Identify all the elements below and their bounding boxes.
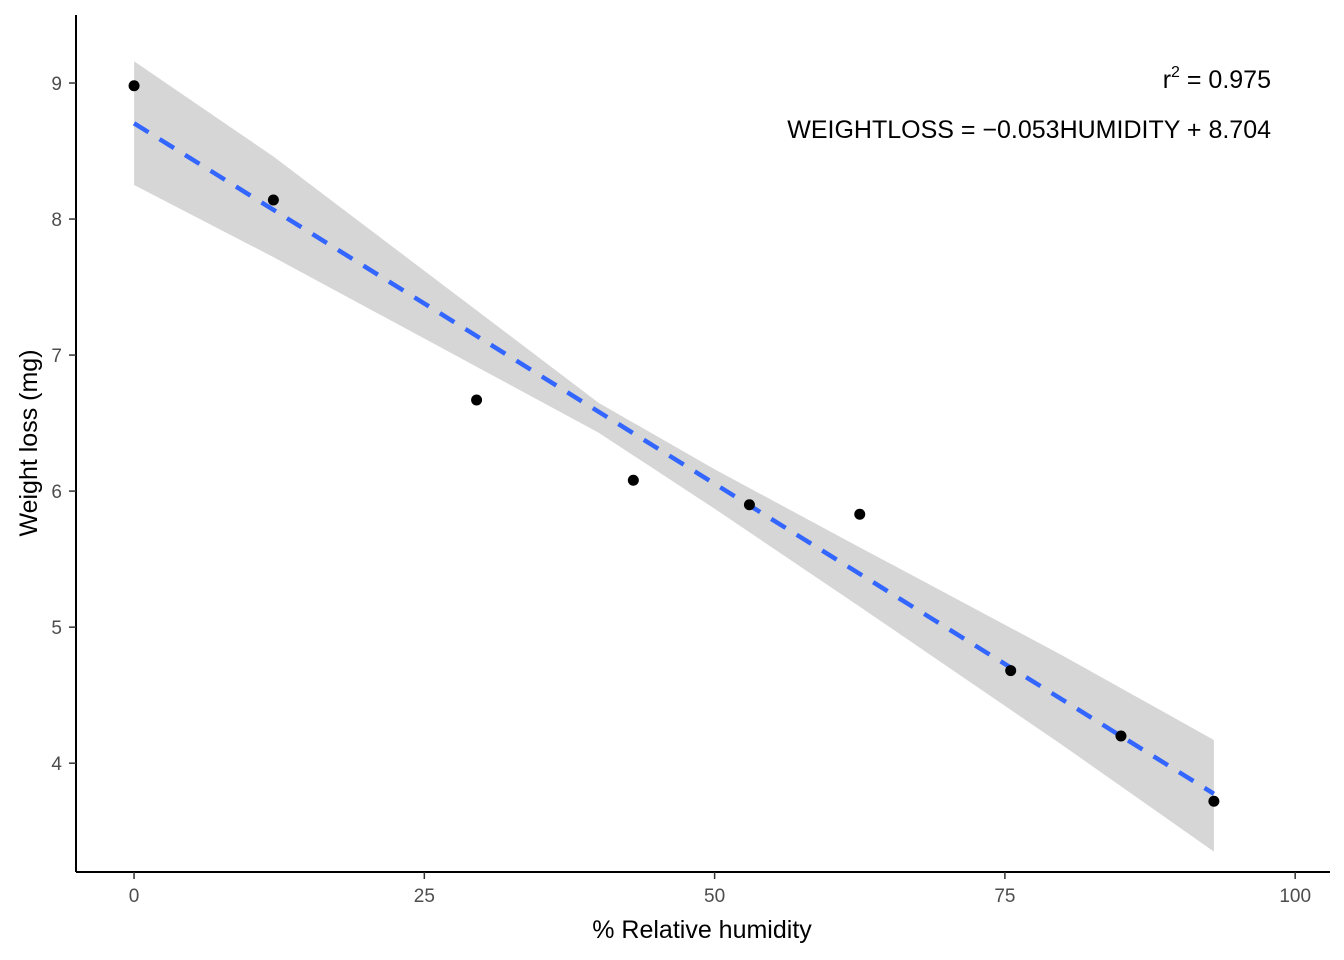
r-squared-symbol: r <box>1163 66 1171 94</box>
data-point <box>743 499 755 511</box>
y-tick-label: 9 <box>51 74 62 95</box>
y-axis-title: Weight loss (mg) <box>15 349 43 536</box>
x-tick-label: 25 <box>414 886 435 907</box>
r-squared-annotation: r2 = 0.975 <box>1163 64 1271 94</box>
r-squared-value: = 0.975 <box>1180 66 1271 94</box>
x-tick-label: 100 <box>1279 886 1311 907</box>
regression-equation-annotation: WEIGHTLOSS = −0.053HUMIDITY + 8.704 <box>787 116 1271 144</box>
x-axis-title: % Relative humidity <box>592 916 812 944</box>
data-point <box>1115 730 1127 742</box>
data-point <box>471 394 483 406</box>
data-point <box>1005 665 1017 677</box>
y-tick-label: 5 <box>51 618 62 639</box>
data-points-layer <box>128 80 1220 807</box>
data-point <box>128 80 140 92</box>
y-tick-label: 8 <box>51 210 62 231</box>
data-point <box>1208 795 1220 807</box>
y-tick-label: 7 <box>51 346 62 367</box>
y-ticks-layer: 4 5 6 7 8 9 <box>51 74 76 775</box>
y-tick-label: 6 <box>51 482 62 503</box>
data-point <box>267 194 279 206</box>
data-point <box>627 474 639 486</box>
axes-layer <box>75 15 1330 873</box>
y-tick-label: 4 <box>51 754 62 775</box>
fit-line-layer <box>132 121 1216 796</box>
x-ticks-layer: 0 25 50 75 100 <box>129 872 1311 907</box>
r-squared-superscript: 2 <box>1171 64 1180 81</box>
x-tick-label: 75 <box>994 886 1015 907</box>
regression-line <box>132 121 1216 796</box>
data-point <box>854 508 866 520</box>
x-tick-label: 50 <box>704 886 725 907</box>
x-tick-label: 0 <box>129 886 140 907</box>
